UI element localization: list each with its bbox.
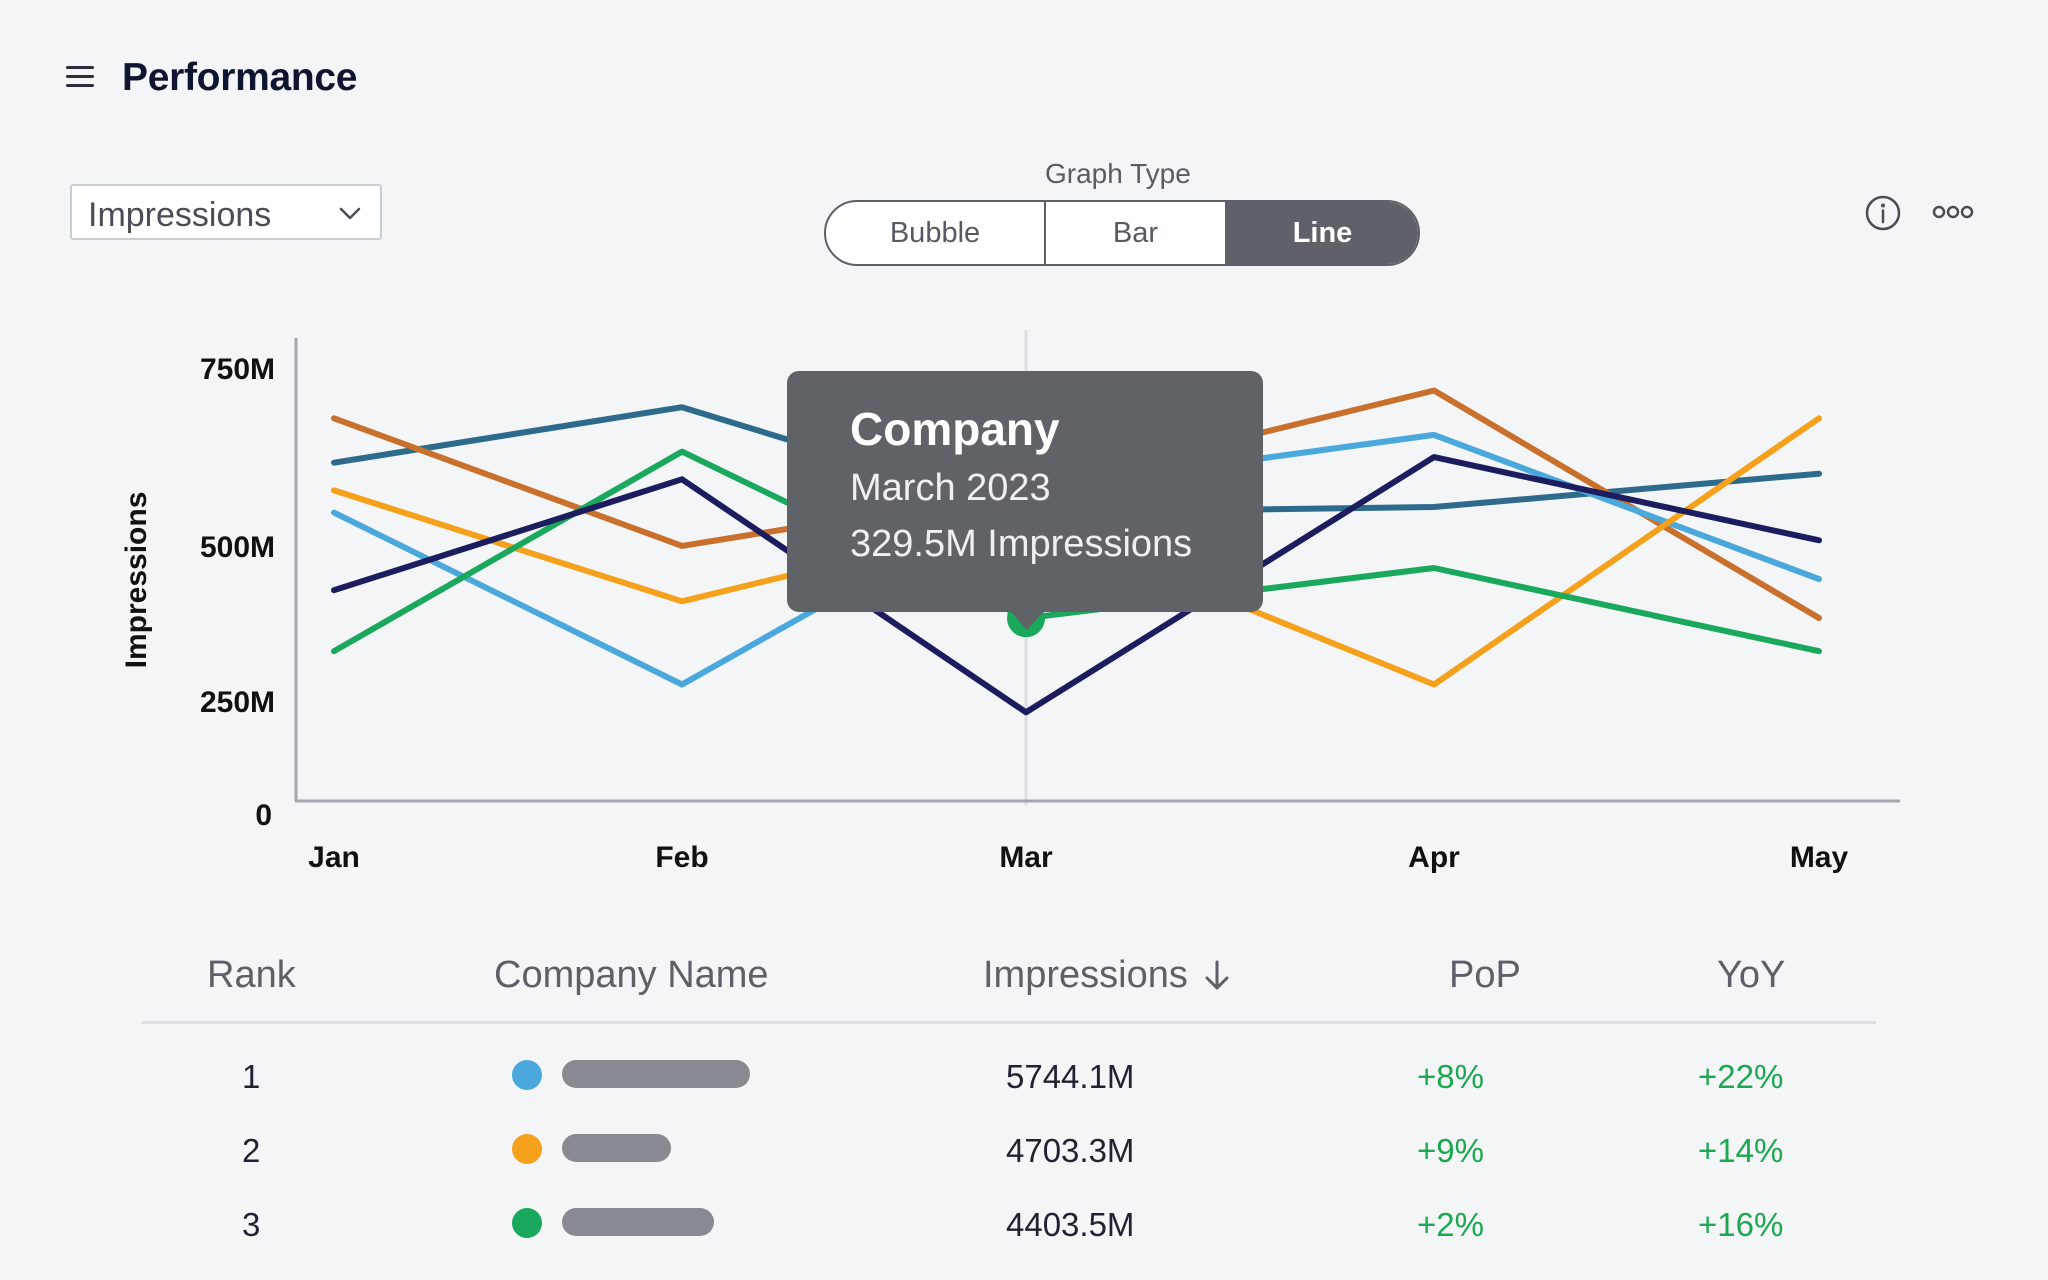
column-header-impressions-label: Impressions [983, 954, 1188, 996]
y-axis-title: Impressions [120, 492, 153, 669]
rank-cell: 1 [242, 1058, 261, 1095]
x-tick-labels: Jan Feb Mar Apr May [308, 841, 1848, 874]
yoy-cell: +14% [1698, 1132, 1784, 1169]
impressions-cell: 4703.3M [1006, 1132, 1135, 1169]
graph-type-bar-button[interactable]: Bar [1044, 202, 1225, 264]
tooltip-value: 329.5M Impressions [850, 523, 1193, 566]
page-title: Performance [122, 56, 358, 99]
rank-cell: 2 [242, 1132, 261, 1169]
x-tick-label: May [1790, 841, 1849, 874]
y-tick-label: 0 [255, 799, 272, 832]
x-tick-label: Jan [308, 841, 360, 874]
column-header-pop[interactable]: PoP [1449, 954, 1521, 996]
column-header-rank[interactable]: Rank [207, 954, 296, 996]
metric-select[interactable]: Impressions [70, 184, 382, 240]
chevron-down-icon [339, 207, 361, 220]
graph-type-line-button[interactable]: Line [1225, 202, 1418, 264]
company-name-redacted [562, 1134, 671, 1162]
pop-cell: +9% [1417, 1132, 1484, 1169]
info-icon[interactable] [1864, 194, 1902, 232]
x-tick-label: Apr [1408, 841, 1460, 874]
company-color-dot [512, 1134, 542, 1164]
yoy-cell: +22% [1698, 1058, 1784, 1095]
more-icon[interactable] [1932, 200, 1974, 224]
series-line[interactable] [331, 454, 1822, 716]
tooltip-date: March 2023 [850, 466, 1051, 509]
menu-icon[interactable] [66, 66, 96, 96]
yoy-cell: +16% [1698, 1206, 1784, 1243]
chart-tooltip: Company March 2023 329.5M Impressions [787, 371, 1263, 630]
y-tick-label: 500M [200, 531, 275, 564]
pop-cell: +2% [1417, 1206, 1484, 1243]
table-row[interactable]: 1 5744.1M +8% +22% [142, 1038, 1876, 1112]
company-color-dot [512, 1208, 542, 1238]
graph-type-label: Graph Type [1045, 158, 1191, 189]
arrow-down-icon [1205, 960, 1229, 989]
x-tick-label: Mar [999, 841, 1053, 874]
table-divider [142, 1021, 1876, 1024]
impressions-cell: 5744.1M [1006, 1058, 1135, 1095]
rank-cell: 3 [242, 1206, 261, 1243]
table-row[interactable]: 3 4403.5M +2% +16% [142, 1186, 1876, 1260]
y-tick-label: 750M [200, 353, 275, 386]
column-header-company-name[interactable]: Company Name [494, 954, 769, 996]
y-tick-labels: 0 250M 500M 750M [200, 353, 275, 832]
graph-type-bubble-button[interactable]: Bubble [889, 216, 981, 249]
company-color-dot [512, 1060, 542, 1090]
x-tick-label: Feb [655, 841, 708, 874]
table-row[interactable]: 2 4703.3M +9% +14% [142, 1112, 1876, 1186]
metric-select-value: Impressions [88, 196, 272, 234]
graph-type-toggle: Bubble Bar Line [824, 200, 1420, 266]
column-header-impressions[interactable]: Impressions [983, 954, 1232, 997]
y-tick-label: 250M [200, 686, 275, 719]
tooltip-title: Company [850, 403, 1060, 455]
company-name-redacted [562, 1060, 750, 1088]
impressions-cell: 4403.5M [1006, 1206, 1135, 1243]
column-header-yoy[interactable]: YoY [1717, 954, 1786, 996]
company-name-redacted [562, 1208, 714, 1236]
pop-cell: +8% [1417, 1058, 1484, 1095]
